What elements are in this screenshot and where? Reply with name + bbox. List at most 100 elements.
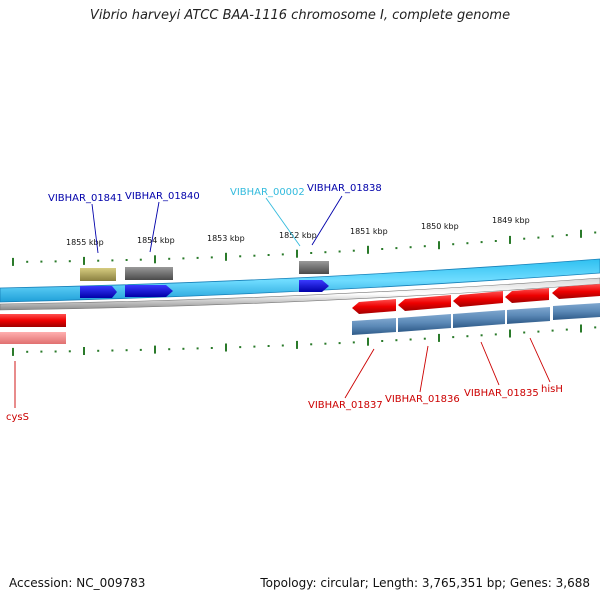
minor-tick [182, 257, 185, 260]
minor-tick [480, 241, 483, 244]
minor-tick [139, 258, 142, 261]
minor-tick [551, 329, 554, 332]
minor-tick [111, 349, 114, 352]
minor-tick [324, 342, 327, 345]
minor-tick [40, 350, 43, 353]
minor-tick [466, 335, 469, 338]
minor-tick [196, 256, 199, 259]
accession-text: Accession: NC_009783 [9, 576, 146, 590]
reverse-backbone [0, 277, 600, 311]
gene-label-vibhar-01837[interactable]: VIBHAR_01837 [308, 400, 383, 411]
scale-label: 1853 kbp [207, 234, 245, 243]
cds-bar-vibhar-01837[interactable] [352, 318, 396, 335]
gene-arrow-vibhar-01836[interactable] [398, 295, 451, 311]
scale-label: 1855 kbp [66, 238, 104, 247]
major-tick [83, 347, 85, 355]
gene-arrow-next[interactable] [552, 284, 600, 299]
scale-label: 1849 kbp [492, 216, 530, 225]
label-leaders [14, 195, 551, 408]
gene-label-vibhar-01838[interactable]: VIBHAR_01838 [307, 183, 382, 194]
minor-tick [281, 344, 284, 347]
gene-label-hish[interactable]: hisH [541, 384, 563, 395]
major-tick [225, 252, 227, 261]
map-title: Vibrio harveyi ATCC BAA-1116 chromosome … [89, 8, 511, 23]
minor-tick [395, 339, 398, 342]
major-tick [509, 235, 511, 244]
minor-tick [310, 343, 313, 346]
minor-tick [139, 348, 142, 351]
tick-track-lower [12, 324, 597, 356]
gene-arrow-hish[interactable] [505, 288, 549, 303]
minor-tick [125, 259, 128, 261]
minor-tick [537, 330, 540, 333]
minor-tick [423, 337, 426, 340]
gene-block-vibhar-01838[interactable] [299, 261, 329, 274]
gene-block-vibhar-01841[interactable] [80, 268, 116, 281]
gene-arrow-vibhar-01837[interactable] [352, 299, 396, 314]
gene-label-vibhar-01836[interactable]: VIBHAR_01836 [385, 394, 460, 405]
minor-tick [352, 249, 355, 252]
scale-label: 1850 kbp [421, 222, 459, 231]
minor-tick [239, 255, 242, 258]
major-tick [154, 255, 156, 264]
minor-tick [239, 346, 242, 349]
cds-bar-vibhar-01836[interactable] [398, 314, 451, 332]
minor-tick [494, 240, 497, 242]
major-tick [225, 343, 227, 352]
minor-tick [452, 243, 455, 246]
gene-label-vibhar-01840[interactable]: VIBHAR_01840 [125, 191, 200, 202]
minor-tick [97, 349, 100, 352]
minor-tick [537, 236, 540, 239]
minor-tick [281, 253, 284, 256]
minor-tick [409, 338, 412, 341]
major-tick [438, 241, 440, 250]
scale-label: 1851 kbp [350, 227, 388, 236]
minor-tick [324, 251, 327, 254]
scale-label: 1852 kbp [279, 231, 317, 240]
major-tick [367, 337, 369, 346]
gene-block-vibhar-01840[interactable] [125, 267, 173, 280]
minor-tick [381, 340, 384, 342]
gene-label-cyss[interactable]: cysS [6, 412, 29, 423]
minor-tick [310, 252, 313, 254]
minor-tick [409, 246, 412, 249]
gene-arrow-vibhar-01840[interactable] [125, 285, 173, 297]
minor-tick [523, 331, 526, 334]
gene-block-cyss[interactable] [0, 314, 66, 327]
major-tick [154, 345, 156, 354]
minor-tick [54, 260, 57, 263]
major-tick [367, 245, 369, 254]
gene-label-vibhar-00002[interactable]: VIBHAR_00002 [230, 187, 305, 198]
minor-tick [267, 345, 270, 347]
cds-bar-vibhar-01835[interactable] [453, 310, 505, 328]
gene-arrow-vibhar-01838[interactable] [299, 280, 329, 292]
gene-label-vibhar-01841[interactable]: VIBHAR_01841 [48, 193, 123, 204]
gene-arrow-vibhar-01841[interactable] [80, 286, 117, 298]
major-tick [12, 257, 14, 266]
minor-tick [338, 250, 341, 253]
minor-tick [423, 245, 426, 248]
scale-label: 1854 kbp [137, 236, 175, 245]
gene-label-vibhar-01835[interactable]: VIBHAR_01835 [464, 388, 539, 399]
major-tick [438, 333, 440, 342]
minor-tick [523, 237, 526, 240]
minor-tick [565, 234, 568, 237]
cds-bar-next[interactable] [553, 303, 600, 320]
major-tick [509, 329, 511, 338]
minor-tick [40, 260, 43, 263]
genome-summary-text: Topology: circular; Length: 3,765,351 bp… [260, 576, 590, 590]
minor-tick [381, 248, 384, 250]
gene-arrow-vibhar-01835[interactable] [453, 291, 503, 307]
minor-tick [168, 348, 171, 351]
cds-bar-cyss[interactable] [0, 332, 66, 344]
minor-tick [480, 334, 483, 337]
minor-tick [26, 350, 29, 353]
cds-bar-hish[interactable] [507, 307, 550, 324]
minor-tick [594, 231, 597, 234]
minor-tick [594, 326, 597, 329]
minor-tick [210, 256, 213, 259]
minor-tick [196, 347, 199, 350]
minor-tick [210, 347, 213, 349]
minor-tick [68, 350, 71, 353]
minor-tick [565, 328, 568, 331]
